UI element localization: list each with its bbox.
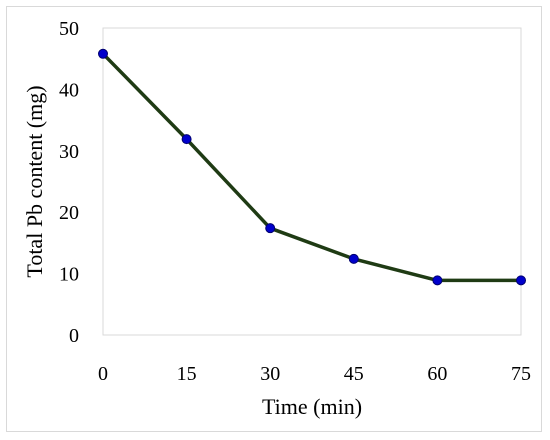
series-line [101, 52, 521, 283]
x-tick-label: 15 [177, 363, 197, 385]
x-tick-label: 75 [511, 363, 531, 385]
data-point [98, 48, 108, 59]
y-tick-label: 20 [59, 202, 79, 224]
x-tick-labels: 0 15 30 45 60 75 [98, 363, 531, 385]
y-tick-labels: 0 10 20 30 40 50 [59, 18, 79, 347]
y-tick-label: 40 [59, 79, 79, 101]
y-axis-label: Total Pb content (mg) [22, 85, 47, 277]
y-tick-label: 30 [59, 141, 79, 163]
data-point [432, 275, 443, 286]
x-tick-label: 30 [260, 363, 280, 385]
x-axis-label: Time (min) [262, 394, 362, 419]
chart-frame [6, 6, 542, 432]
series-markers [98, 48, 526, 286]
x-tick-label: 45 [344, 363, 364, 385]
data-point [348, 253, 359, 264]
data-point [181, 134, 192, 145]
plot-area [102, 27, 522, 336]
y-tick-label: 10 [59, 264, 79, 286]
y-tick-label: 0 [69, 325, 79, 347]
x-tick-label: 60 [427, 363, 447, 385]
x-tick-label: 0 [98, 363, 108, 385]
data-point [516, 275, 526, 286]
y-tick-label: 50 [59, 18, 79, 40]
data-point [265, 223, 276, 234]
